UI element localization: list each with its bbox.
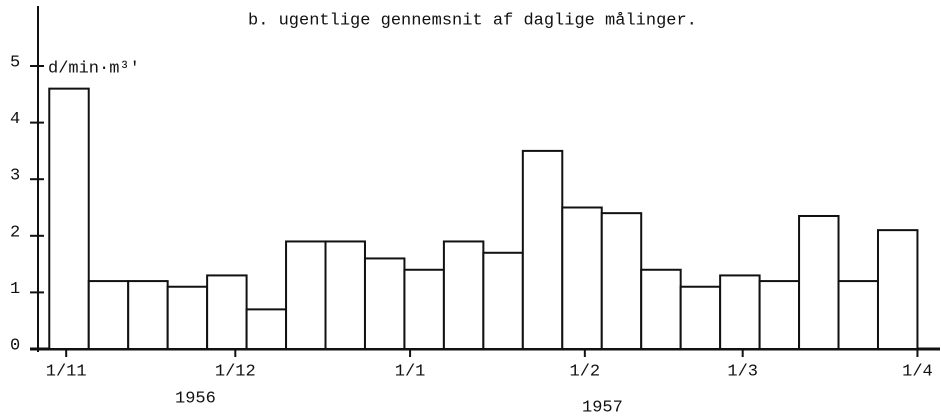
y-tick-label: 4 [10,110,20,129]
bar [679,285,722,350]
bar [521,149,564,350]
x-tick-label: 1/2 [570,362,601,381]
y-tick-label: 5 [10,53,20,72]
bar [719,274,761,351]
bar [876,229,919,350]
bar [127,280,169,350]
y-axis-label: d/min·m³' [48,59,140,78]
x-tick-label: 1/3 [727,362,758,381]
bar [561,206,603,350]
y-tick-label: 3 [10,167,20,186]
year-label: 1956 [175,389,216,408]
bar [206,274,248,351]
x-tick-label: 1/12 [215,362,256,381]
bar [363,257,406,350]
bar [442,240,485,351]
bar [245,308,288,351]
year-label: 1957 [582,398,623,417]
bar [324,240,366,351]
y-tick-label: 0 [10,336,20,355]
bar [837,280,879,350]
y-tick-label: 2 [10,223,20,242]
bar [600,212,643,350]
bar [758,280,801,350]
bar [640,268,682,351]
bar [285,240,327,351]
x-tick-label: 1/1 [395,362,426,381]
chart-title: b. ugentlige gennemsnit af daglige målin… [248,11,697,30]
bar [48,87,90,350]
bar [166,285,209,350]
x-tick-label: 1/11 [46,362,87,381]
bar [403,268,445,351]
bar [798,214,840,350]
x-tick-label: 1/4 [902,362,933,381]
bar [87,280,130,350]
y-tick-label: 1 [10,280,20,299]
bar [482,251,524,350]
